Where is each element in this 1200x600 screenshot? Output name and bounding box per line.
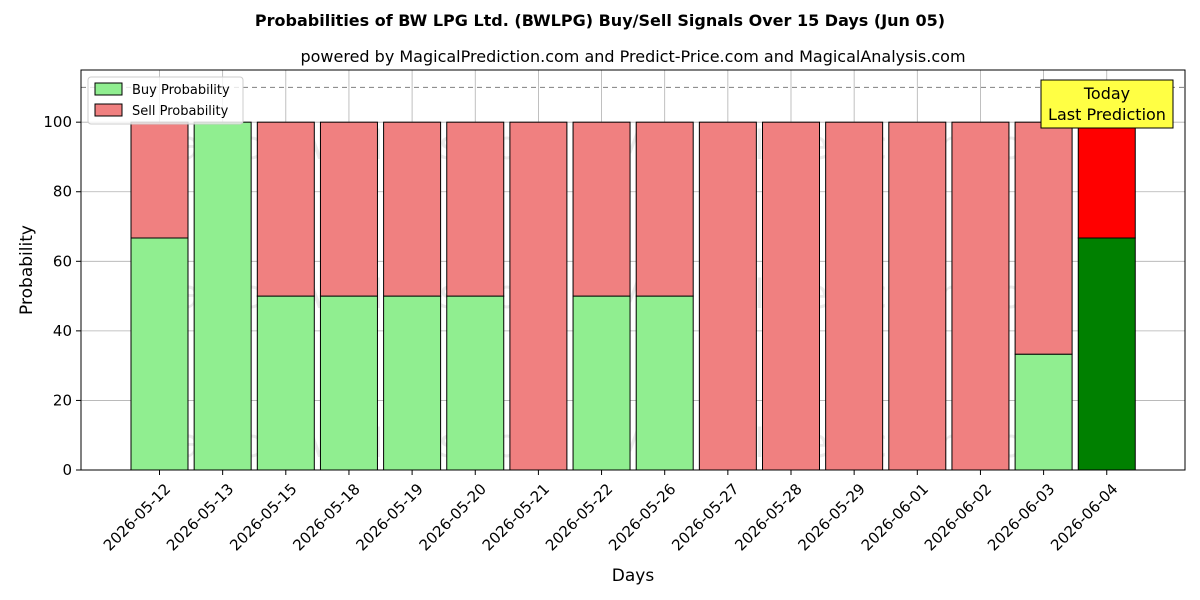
bar-sell	[383, 121, 442, 297]
chart-title: Probabilities of BW LPG Ltd. (BWLPG) Buy…	[255, 11, 945, 30]
legend-swatch-sell	[94, 103, 123, 117]
legend: Buy Probability Sell Probability	[87, 76, 244, 125]
x-tick-label: 2026-05-20	[416, 480, 490, 554]
chart-subtitle: powered by MagicalPrediction.com and Pre…	[300, 47, 965, 66]
bar-buy	[1077, 237, 1136, 471]
y-tick-label: 20	[53, 391, 72, 409]
bar-sell	[888, 121, 947, 471]
x-tick-label: 2026-06-01	[858, 480, 932, 554]
x-axis-label: Days	[612, 566, 655, 586]
y-tick-label: 100	[43, 113, 72, 131]
legend-label-sell: Sell Probability	[132, 104, 229, 119]
x-axis: 2026-05-122026-05-132026-05-152026-05-18…	[100, 470, 1122, 554]
y-axis: 0 20 40 60 80 100	[43, 113, 81, 479]
x-tick-label: 2026-06-04	[1047, 480, 1121, 554]
x-tick-label: 2026-05-28	[731, 480, 805, 554]
bar-sell	[951, 121, 1010, 471]
bar-buy	[256, 295, 315, 471]
bars	[130, 121, 1136, 471]
y-axis-label: Probability	[17, 225, 37, 315]
x-tick-label: 2026-05-18	[289, 480, 363, 554]
bar-sell	[762, 121, 820, 471]
x-tick-label: 2026-05-12	[100, 480, 174, 554]
today-annotation-line-1: Today	[1083, 84, 1130, 103]
bar-sell	[698, 121, 757, 471]
x-tick-label: 2026-05-13	[163, 480, 237, 554]
bar-buy	[383, 295, 442, 471]
x-tick-label: 2026-06-03	[984, 480, 1058, 554]
today-annotation-box	[1040, 79, 1174, 129]
y-tick-label: 80	[53, 183, 72, 201]
x-tick-label: 2026-05-19	[352, 480, 426, 554]
bar-buy	[130, 237, 189, 471]
legend-label-buy: Buy Probability	[132, 83, 230, 98]
bar-sell	[572, 121, 631, 297]
bar-sell	[1014, 121, 1073, 355]
bar-buy	[319, 295, 378, 471]
legend-box	[87, 76, 244, 125]
bar-buy	[193, 121, 252, 471]
x-tick-label: 2026-05-15	[226, 480, 300, 554]
bar-sell	[1077, 121, 1136, 239]
bar-buy	[635, 295, 694, 471]
bar-sell	[256, 121, 315, 297]
x-tick-label: 2026-05-29	[795, 480, 869, 554]
bar-sell	[446, 121, 505, 297]
y-tick-label: 40	[53, 322, 72, 340]
legend-swatch-buy	[94, 82, 123, 96]
bar-sell	[635, 121, 694, 297]
x-tick-label: 2026-05-26	[605, 480, 679, 554]
x-tick-label: 2026-05-27	[668, 480, 742, 554]
bar-buy	[446, 295, 505, 471]
bar-sell	[319, 121, 378, 297]
plot-frame	[80, 69, 1186, 471]
x-tick-label: 2026-05-22	[542, 480, 616, 554]
x-tick-label: 2026-05-21	[479, 480, 553, 554]
bar-buy	[572, 295, 631, 471]
bar-sell	[825, 121, 884, 471]
today-annotation-line-2: Last Prediction	[1048, 105, 1166, 124]
bar-sell	[509, 121, 568, 471]
x-tick-label: 2026-06-02	[921, 480, 995, 554]
y-tick-label: 60	[53, 252, 72, 270]
bar-sell	[130, 121, 189, 239]
y-tick-label: 0	[62, 461, 72, 479]
today-annotation: Today Last Prediction	[1040, 79, 1174, 129]
bar-buy	[1014, 353, 1073, 471]
